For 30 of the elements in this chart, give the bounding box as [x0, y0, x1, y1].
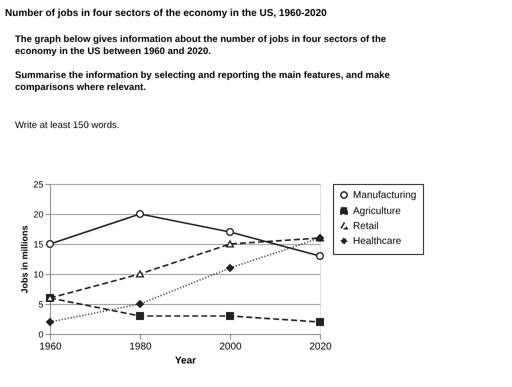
chart-title: Number of jobs in four sectors of the economy in the US, 1960-2020	[5, 8, 328, 19]
y-tick-label: 5	[38, 300, 44, 310]
y-tick-label: 25	[33, 180, 44, 190]
point	[46, 318, 54, 326]
text: The graph below gives information about the number of jobs in four sectors of the economy in the US between 1960 and 2020.	[15, 34, 386, 57]
point	[136, 312, 144, 320]
point	[316, 252, 324, 260]
y-tick-label: 20	[33, 210, 44, 220]
y-axis-title: Jobs in millions	[19, 225, 30, 294]
x-tick-label: 1960	[39, 342, 62, 352]
legend-label: Manufacturing	[353, 190, 416, 201]
point	[226, 228, 234, 236]
x-tick-label: 2000	[219, 342, 242, 352]
y-tick-label: 0	[38, 330, 44, 340]
y-tick-label: 10	[33, 270, 44, 280]
point	[136, 300, 144, 308]
legend-label: Retail	[353, 221, 379, 232]
x-tick-label: 2020	[309, 342, 332, 352]
text: Write at least 150 words.	[15, 120, 120, 131]
point	[136, 210, 144, 218]
text: Summarise the information by selecting and reporting the main features, and make comparisons where relevant.	[15, 70, 390, 93]
point	[226, 264, 234, 272]
point	[226, 312, 234, 320]
point	[316, 318, 324, 326]
y-tick-label: 15	[33, 240, 44, 250]
point	[46, 240, 54, 248]
x-tick-label: 1980	[129, 342, 152, 352]
legend-label: Agriculture	[353, 206, 402, 217]
legend-label: Healthcare	[353, 236, 402, 247]
x-axis-title: Year	[174, 356, 196, 366]
